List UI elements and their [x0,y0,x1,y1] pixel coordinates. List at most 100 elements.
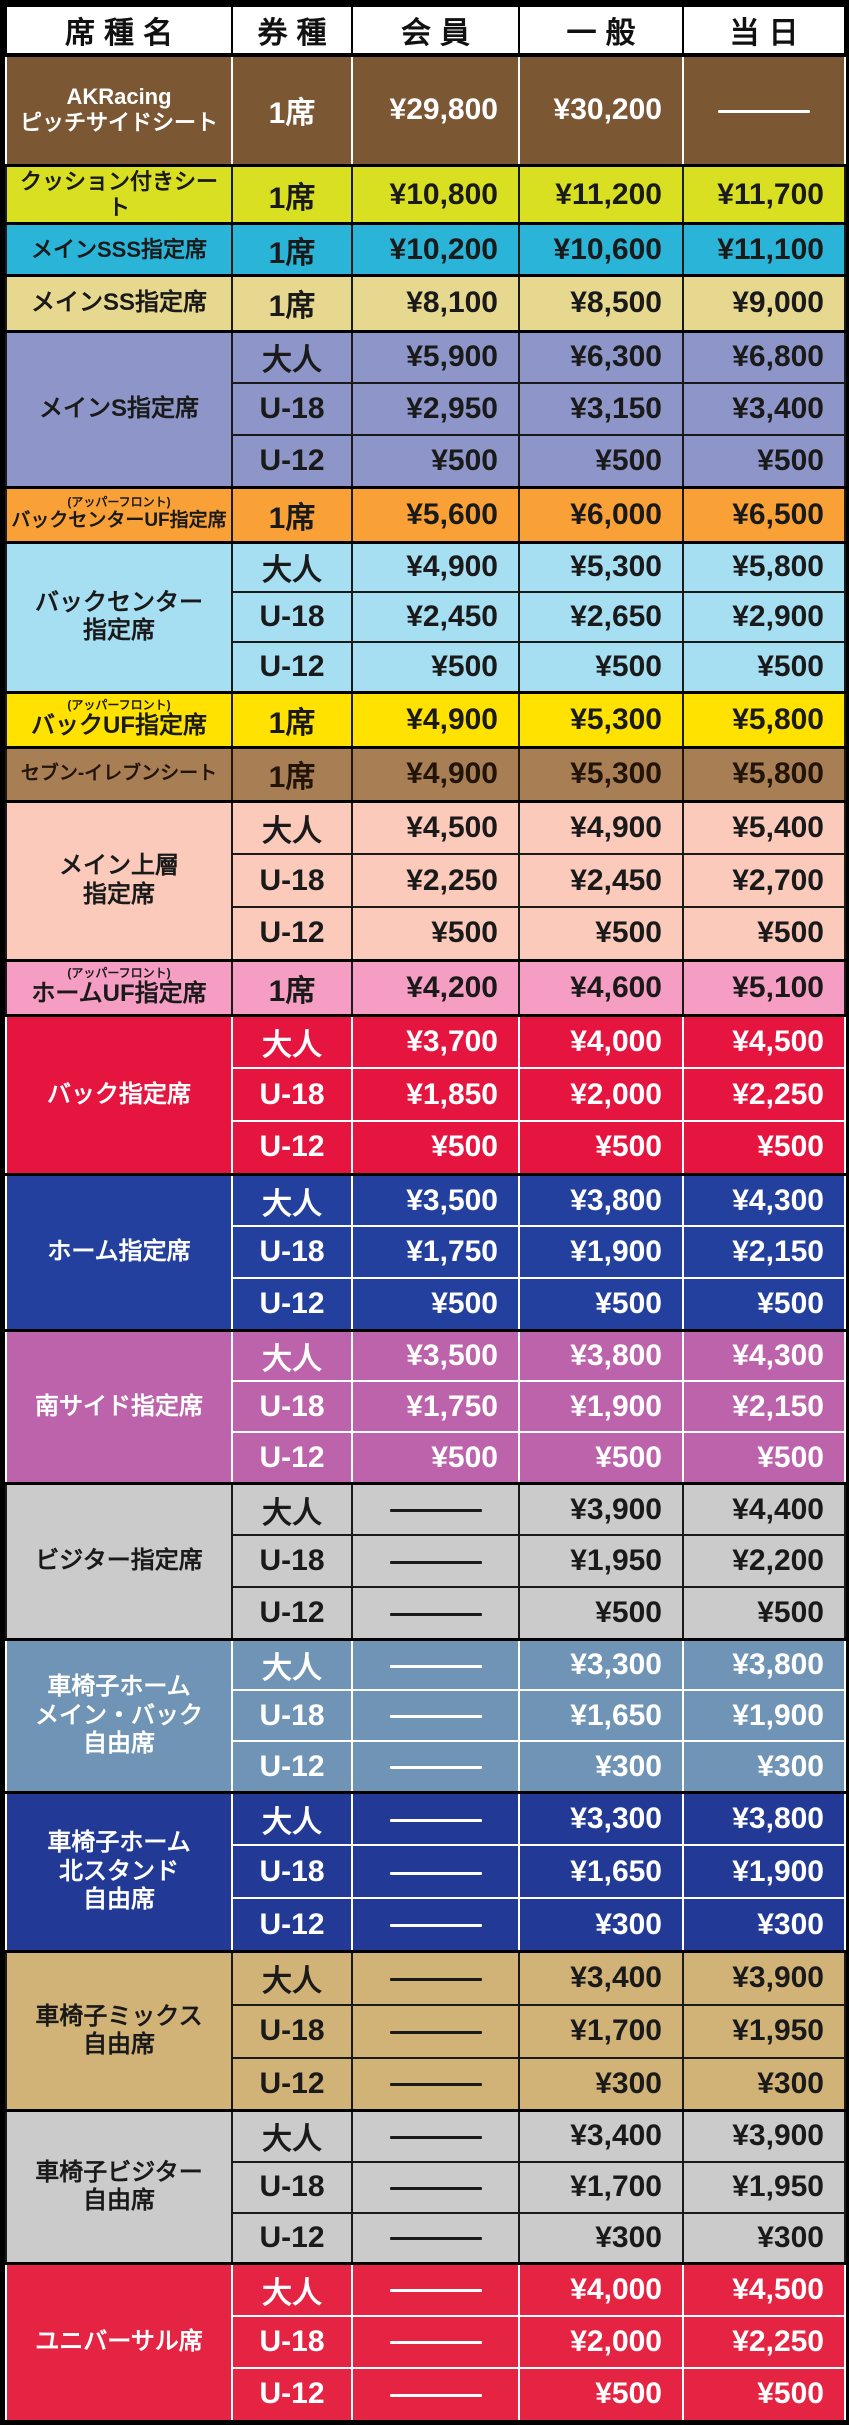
ticket-type-cell: U-12 [231,2366,353,2420]
seat-row: 車椅子ホーム メイン・バック 自由席 大人 ¥3,300 ¥3,800 [5,1637,846,1793]
price-cell-member: ¥4,900 [351,745,520,802]
seat-name-cell: バック指定席 [5,1013,233,1175]
no-price-dash [389,2186,482,2190]
seat-row: U-12 ¥500 ¥500 ¥500 [6,1277,846,1331]
price-cell-general: ¥3,300 [518,1790,684,1846]
seat-name-line: ホーム指定席 [47,1238,191,1266]
price-cell-sameday: ¥11,700 [682,163,846,224]
ticket-type-cell: U-12 [231,1431,353,1484]
seat-row: U-18 ¥2,000 ¥2,250 [6,2314,846,2368]
seat-row: メインS指定席 大人 ¥5,900 ¥6,300 ¥6,800 [5,329,846,488]
price-cell-member [351,2211,520,2264]
price-cell-sameday: ¥500 [682,2366,846,2420]
seat-name-line: 指定席 [83,880,155,908]
price-cell-sameday: ¥3,400 [682,382,846,436]
no-price-dash [389,1664,482,1668]
seat-name-cell: 南サイド指定席 [5,1328,233,1484]
price-cell-member: ¥500 [351,1431,520,1484]
seat-name-line: バックUF指定席 [31,712,207,740]
header-seat-name: 席種名 [5,5,233,57]
price-cell-sameday: ¥3,800 [682,1637,846,1691]
price-cell-general: ¥4,000 [518,1013,684,1069]
seat-name-note: (アッパーフロント) [67,495,171,510]
seat-row: U-12 ¥300 ¥300 [6,1897,846,1952]
ticket-type-cell: U-18 [231,591,353,643]
price-cell-general: ¥300 [518,1897,684,1952]
seat-name-line: 車椅子ミックス [35,2002,203,2030]
seat-row: U-18 ¥2,450 ¥2,650 ¥2,900 [6,591,846,643]
header-general: 一般 [518,5,684,57]
price-cell-sameday: ¥9,000 [682,274,846,331]
seat-row: バックセンター 指定席 大人 ¥4,900 ¥5,300 ¥5,800 [5,540,846,693]
seat-row: U-18 ¥1,700 ¥1,950 [6,2003,846,2058]
ticket-type-cell: 大人 [231,1949,353,2005]
price-cell-member [351,2366,520,2420]
seat-name-cell: ホーム指定席 [5,1172,233,1331]
price-cell-sameday [682,53,846,166]
price-cell-member: ¥500 [351,434,520,488]
seat-row: メイン上層 指定席 大人 ¥4,500 ¥4,900 ¥5,400 [5,799,846,961]
price-cell-sameday: ¥1,950 [682,2160,846,2213]
price-cell-sameday: ¥2,900 [682,591,846,643]
ticket-type-cell: 大人 [231,1013,353,1069]
price-cell-general: ¥3,900 [518,1481,684,1536]
ticket-type-cell: 大人 [231,329,353,384]
seat-name-line: 車椅子ホーム [47,1829,191,1857]
seat-name-cell: メインSS指定席 [5,274,233,331]
price-cell-general: ¥1,650 [518,1689,684,1742]
seat-name-line: 自由席 [83,1730,155,1758]
seat-row: U-18 ¥1,650 ¥1,900 [6,1689,846,1742]
seat-row: バック指定席 大人 ¥3,700 ¥4,000 ¥4,500 [5,1013,846,1175]
price-cell-sameday: ¥5,100 [682,958,846,1016]
price-cell-general: ¥3,400 [518,1949,684,2005]
seat-name-line: バックセンターUF指定席 [11,510,227,532]
price-cell-member: ¥5,900 [351,329,520,384]
price-cell-general: ¥5,300 [518,745,684,802]
no-price-dash [718,109,810,113]
price-cell-sameday: ¥1,950 [682,2003,846,2058]
price-cell-member [351,1740,520,1793]
price-cell-sameday: ¥500 [682,1277,846,1331]
price-cell-sameday: ¥500 [682,906,846,961]
price-cell-member [351,1534,520,1588]
no-price-dash [389,1924,482,1928]
seat-name-cell: 車椅子ミックス 自由席 [5,1949,233,2111]
price-cell-general: ¥500 [518,2366,684,2420]
price-cell-sameday: ¥6,500 [682,485,846,543]
price-cell-sameday: ¥300 [682,1897,846,1952]
price-cell-sameday: ¥3,800 [682,1790,846,1846]
no-price-dash [389,1560,482,1564]
seat-name-note: (アッパーフロント) [67,965,171,980]
seat-row: U-18 ¥1,700 ¥1,950 [6,2160,846,2213]
no-price-dash [389,1977,482,1981]
price-cell-sameday: ¥4,400 [682,1481,846,1536]
seat-row: U-18 ¥1,750 ¥1,900 ¥2,150 [6,1225,846,1279]
price-cell-general: ¥3,300 [518,1637,684,1691]
price-cell-sameday: ¥4,500 [682,1013,846,1069]
seat-row: U-18 ¥1,750 ¥1,900 ¥2,150 [6,1380,846,1433]
ticket-type-cell: U-18 [231,1534,353,1588]
seat-row: 車椅子ビジター 自由席 大人 ¥3,400 ¥3,900 [5,2109,846,2264]
price-cell-general: ¥4,000 [518,2262,684,2316]
price-cell-general: ¥500 [518,1431,684,1484]
seat-name-cell: (アッパーフロント) ホームUF指定席 [5,958,233,1016]
seat-row: U-18 ¥2,250 ¥2,450 ¥2,700 [6,853,846,908]
seat-name-line: 自由席 [83,2031,155,2058]
price-cell-general: ¥4,600 [518,958,684,1016]
seat-row: U-12 ¥500 ¥500 ¥500 [6,906,846,961]
no-price-dash [389,1509,482,1513]
price-cell-general: ¥500 [518,1120,684,1175]
ticket-type-cell: U-12 [231,1586,353,1640]
seat-row: U-12 ¥500 ¥500 ¥500 [6,1120,846,1175]
price-cell-member: ¥500 [351,1120,520,1175]
ticket-type-cell: 1席 [231,485,353,543]
seat-row: 車椅子ミックス 自由席 大人 ¥3,400 ¥3,900 [5,1949,846,2111]
seat-name-line: バックセンター [35,588,203,616]
price-cell-general: ¥1,700 [518,2003,684,2058]
ticket-type-cell: U-18 [231,2003,353,2058]
price-cell-general: ¥2,000 [518,2314,684,2368]
price-cell-member: ¥5,600 [351,485,520,543]
seat-row: U-12 ¥300 ¥300 [6,2211,846,2264]
price-cell-member: ¥29,800 [351,53,520,166]
